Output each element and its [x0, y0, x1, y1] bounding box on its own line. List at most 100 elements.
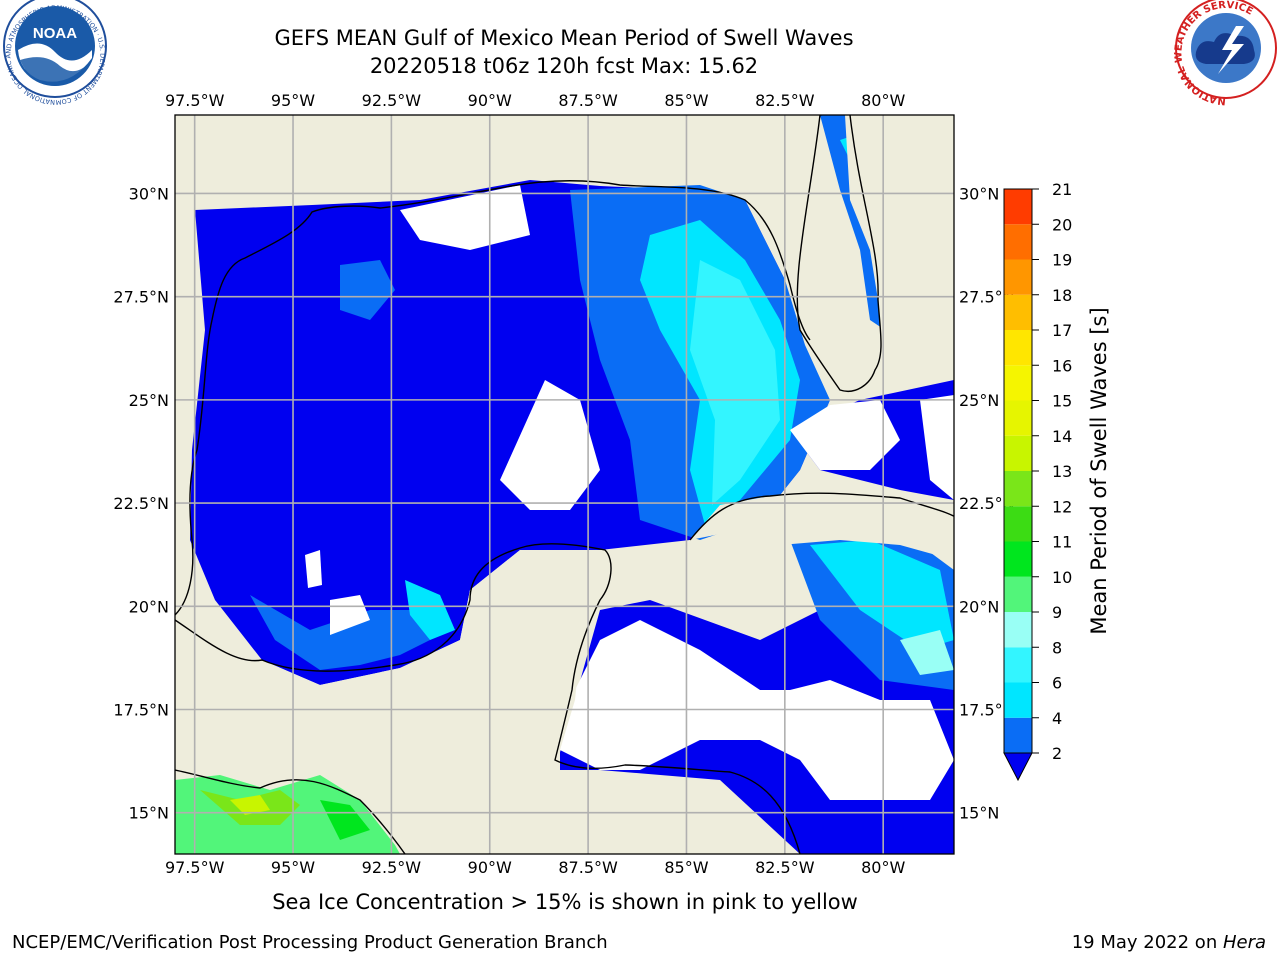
colorbar-tick-label: 17 — [1052, 321, 1072, 340]
lat-tick-label-left: 15°N — [129, 804, 169, 823]
colorbar-swatch — [1004, 330, 1032, 366]
colorbar-swatch — [1004, 647, 1032, 683]
credit-date-text: 19 May 2022 on — [1071, 932, 1223, 953]
colorbar-tick-label: 2 — [1052, 744, 1062, 763]
swell-period-field — [175, 115, 954, 854]
colorbar-tick-label: 13 — [1052, 462, 1072, 481]
field-region — [920, 395, 954, 500]
field-region — [175, 550, 615, 854]
field-region — [900, 630, 954, 675]
colorbar-swatch — [1004, 259, 1032, 295]
nws-logo: NATIONAL WEATHER SERVICE — [1173, 0, 1277, 106]
colorbar-label: Mean Period of Swell Waves [s] — [1087, 307, 1111, 634]
lon-tick-label-bottom: 97.5°W — [165, 858, 225, 877]
lat-tick-label-right: 25°N — [959, 391, 999, 410]
noaa-logo: NATIONAL OCEANIC AND ATMOSPHERIC ADMINIS… — [0, 0, 107, 106]
credit-date: 19 May 2022 on Hera — [1072, 932, 1266, 953]
lon-tick-label-bottom: 87.5°W — [558, 858, 618, 877]
lon-tick-label-bottom: 95°W — [271, 858, 315, 877]
lat-tick-label-left: 27.5°N — [113, 288, 169, 307]
colorbar-swatch — [1004, 224, 1032, 260]
field-region — [230, 795, 270, 815]
colorbar-tick-label: 11 — [1052, 533, 1072, 552]
colorbar-tick-label: 12 — [1052, 497, 1072, 516]
colorbar-tick-label: 20 — [1052, 215, 1072, 234]
colorbar-ticks: 2 4 6 8 9 10 11 12 13 14 15 16 17 18 19 20 21 — [1032, 180, 1072, 763]
field-region — [790, 400, 900, 470]
credit-branch: NCEP/EMC/Verification Post Processing Pr… — [12, 932, 608, 953]
colorbar-tick-label: 16 — [1052, 356, 1072, 375]
lon-tick-label-top: 97.5°W — [165, 91, 225, 110]
lat-tick-label-right: 30°N — [959, 184, 999, 203]
colorbar-swatch — [1004, 365, 1032, 401]
colorbar: 2 4 6 8 9 10 11 12 13 14 15 16 17 18 19 20 21 Mean Perio… — [1003, 180, 1111, 782]
field-region — [690, 260, 780, 505]
noaa-logo-text: NOAA — [33, 25, 77, 42]
colorbar-tick-label: 9 — [1052, 603, 1062, 622]
sea-ice-note: Sea Ice Concentration > 15% is shown in … — [272, 890, 858, 914]
map-frame — [174, 114, 955, 855]
lon-tick-label-top: 90°W — [468, 91, 512, 110]
lon-tick-label-bottom: 80°W — [861, 858, 905, 877]
colorbar-tick-label: 10 — [1052, 568, 1072, 587]
colorbar-tick-label: 8 — [1052, 638, 1062, 657]
field-region — [810, 115, 954, 400]
lat-tick-label-right: 20°N — [959, 597, 999, 616]
lat-tick-label-left: 20°N — [129, 597, 169, 616]
field-region — [810, 540, 954, 650]
colorbar-tick-label: 19 — [1052, 251, 1072, 270]
lon-tick-label-bottom: 85°W — [664, 858, 708, 877]
chart-subtitle: 20220518 t06z 120h fcst Max: 15.62 — [369, 54, 759, 78]
colorbar-swatch — [1004, 506, 1032, 542]
colorbar-tick-label: 6 — [1052, 674, 1062, 693]
lon-tick-label-top: 82.5°W — [755, 91, 815, 110]
lon-tick-label-top: 87.5°W — [558, 91, 618, 110]
field-region — [400, 185, 530, 250]
lat-tick-label-right: 15°N — [959, 804, 999, 823]
colorbar-swatch — [1004, 576, 1032, 612]
colorbar-tick-label: 4 — [1052, 709, 1062, 728]
lat-tick-label-left: 17.5°N — [113, 701, 169, 720]
colorbar-swatch — [1004, 189, 1032, 225]
colorbar-swatch — [1004, 541, 1032, 577]
lat-tick-label-left: 22.5°N — [113, 494, 169, 513]
colorbar-tick-label: 15 — [1052, 392, 1072, 411]
lat-tick-label-right: 27.5°N — [959, 288, 1015, 307]
lat-tick-label-right: 22.5°N — [959, 494, 1015, 513]
colorbar-swatch — [1004, 612, 1032, 648]
field-region — [690, 492, 954, 560]
colorbar-tick-label: 14 — [1052, 427, 1072, 446]
credit-host: Hera — [1222, 932, 1266, 953]
lon-tick-label-bottom: 82.5°W — [755, 858, 815, 877]
colorbar-tick-label: 18 — [1052, 286, 1072, 305]
axis-ticks: 97.5°W 97.5°W 95°W 95°W 92.5°W 92.5°W 90°W 90°W… — [113, 91, 1014, 877]
field-region — [305, 550, 322, 588]
lat-tick-label-left: 25°N — [129, 391, 169, 410]
colorbar-swatch — [1004, 294, 1032, 330]
colorbar-swatch — [1004, 400, 1032, 436]
colorbar-extend-min — [1003, 752, 1033, 782]
colorbar-swatch — [1004, 717, 1032, 753]
field-region — [330, 595, 370, 635]
field-region — [320, 800, 370, 840]
field-region — [250, 595, 430, 670]
colorbar-swatches — [1004, 189, 1032, 753]
lon-tick-label-top: 92.5°W — [362, 91, 422, 110]
colorbar-swatch — [1004, 471, 1032, 507]
chart-title: GEFS MEAN Gulf of Mexico Mean Period of … — [274, 26, 854, 50]
lat-tick-label-right: 17.5°N — [959, 701, 1015, 720]
field-region — [340, 260, 395, 320]
lon-tick-label-bottom: 90°W — [468, 858, 512, 877]
lon-tick-label-top: 95°W — [271, 91, 315, 110]
lon-tick-label-top: 80°W — [861, 91, 905, 110]
field-region — [405, 580, 455, 640]
lat-lon-grid — [175, 115, 954, 854]
coastline — [175, 115, 954, 854]
lat-tick-label-left: 30°N — [129, 184, 169, 203]
lon-tick-label-bottom: 92.5°W — [362, 858, 422, 877]
lon-tick-label-top: 85°W — [664, 91, 708, 110]
colorbar-swatch — [1004, 435, 1032, 471]
colorbar-tick-label: 21 — [1052, 180, 1072, 199]
map-panel: 97.5°W 97.5°W 95°W 95°W 92.5°W 92.5°W 90°W 90°W… — [113, 91, 1014, 877]
